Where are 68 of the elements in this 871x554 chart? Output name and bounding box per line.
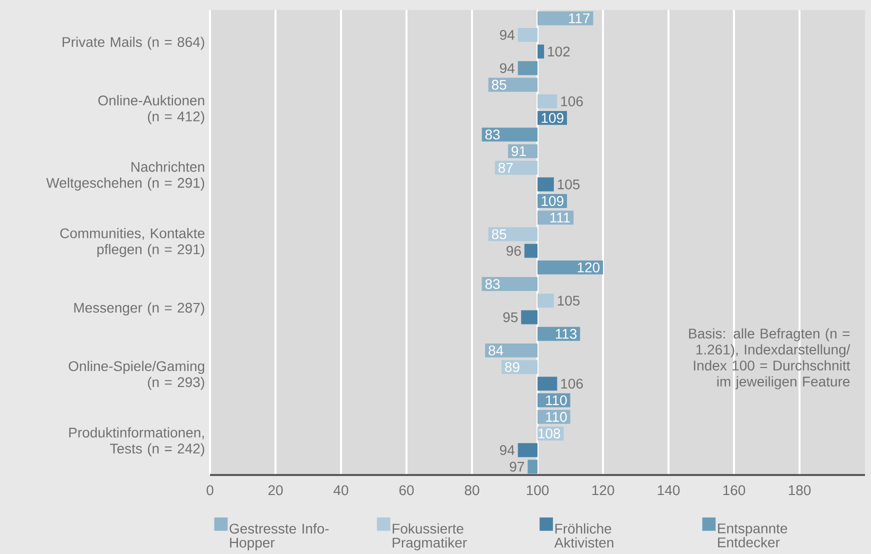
legend-label: Gestresste Info-Hopper — [230, 523, 329, 550]
bar — [521, 310, 538, 324]
data-label: 84 — [488, 346, 504, 356]
data-label: 117 — [568, 14, 590, 24]
bar — [538, 260, 603, 274]
data-label: 87 — [498, 162, 513, 173]
y-tick-label: Communities, Kontakte pflegen (n = 291) — [60, 228, 204, 258]
bar — [488, 227, 538, 242]
data-label: 108 — [538, 428, 560, 438]
data-label: 106 — [561, 378, 583, 389]
bar — [538, 94, 558, 108]
data-label: 111 — [550, 212, 570, 222]
x-tick-label: 80 — [464, 485, 480, 496]
data-label: 85 — [492, 80, 506, 90]
legend-label: Entspannte Entdecker — [718, 524, 788, 548]
x-tick-label: 0 — [206, 485, 214, 496]
bar — [518, 61, 538, 76]
data-label: 106 — [561, 96, 583, 106]
annotation: Basis: alle Befragten (n = 1.261), Indexdarstellung/ Index 100 = Durchschnitt im jeweiligen Feature — [689, 328, 850, 390]
bar — [538, 177, 554, 192]
data-label: 83 — [485, 279, 500, 289]
bar — [538, 11, 594, 26]
data-label: 109 — [542, 113, 564, 123]
bar — [518, 443, 538, 458]
data-label: 110 — [546, 412, 567, 422]
y-tick-label: Private Mails (n = 864) — [62, 36, 204, 50]
x-tick-label: 20 — [268, 485, 283, 496]
y-tick-label: Nachrichten Weltgeschehen (n = 291) — [46, 162, 204, 191]
data-label: 105 — [558, 296, 580, 306]
data-label: 113 — [556, 328, 577, 339]
x-tick-label: 60 — [399, 485, 414, 496]
data-label: 105 — [558, 179, 580, 190]
bar — [538, 44, 544, 59]
x-tick-label: 160 — [723, 485, 746, 496]
y-tick-label: Messenger (n = 287) — [74, 302, 204, 316]
data-label: 94 — [500, 63, 514, 74]
data-label: 95 — [503, 312, 518, 322]
x-tick-label: 140 — [658, 485, 680, 496]
data-label: 109 — [542, 196, 564, 206]
bar — [494, 160, 538, 175]
bar — [482, 128, 538, 142]
data-label: 102 — [548, 46, 570, 56]
data-label: 97 — [510, 462, 524, 472]
bar — [482, 277, 538, 291]
data-label: 110 — [546, 395, 567, 406]
bar — [524, 244, 538, 258]
x-tick-label: 120 — [592, 485, 614, 496]
bar — [538, 376, 558, 391]
y-tick-label: Online-Auktionen (n = 412) — [98, 95, 204, 124]
data-label: 96 — [506, 246, 521, 256]
x-tick-label: 40 — [334, 485, 348, 496]
y-tick-label: Online-Spiele/Gaming (n = 293) — [68, 360, 204, 390]
data-label: 94 — [500, 445, 514, 456]
bar — [485, 343, 538, 358]
bar — [518, 28, 538, 42]
bar — [538, 294, 554, 308]
legend-label: Fokussierte Pragmatiker — [392, 523, 467, 550]
data-label: 85 — [492, 229, 506, 240]
bar — [528, 460, 538, 474]
data-label: 91 — [512, 146, 526, 156]
y-tick-label: Produktinformationen, Tests (n = 242) — [69, 427, 204, 456]
data-label: 120 — [578, 262, 600, 272]
data-label: 83 — [485, 130, 500, 140]
x-tick-label: 180 — [788, 485, 811, 496]
x-tick-label: 100 — [526, 485, 549, 496]
data-label: 89 — [505, 362, 520, 372]
legend-label: Fröhliche Aktivisten — [554, 523, 614, 548]
data-label: 94 — [500, 30, 514, 40]
